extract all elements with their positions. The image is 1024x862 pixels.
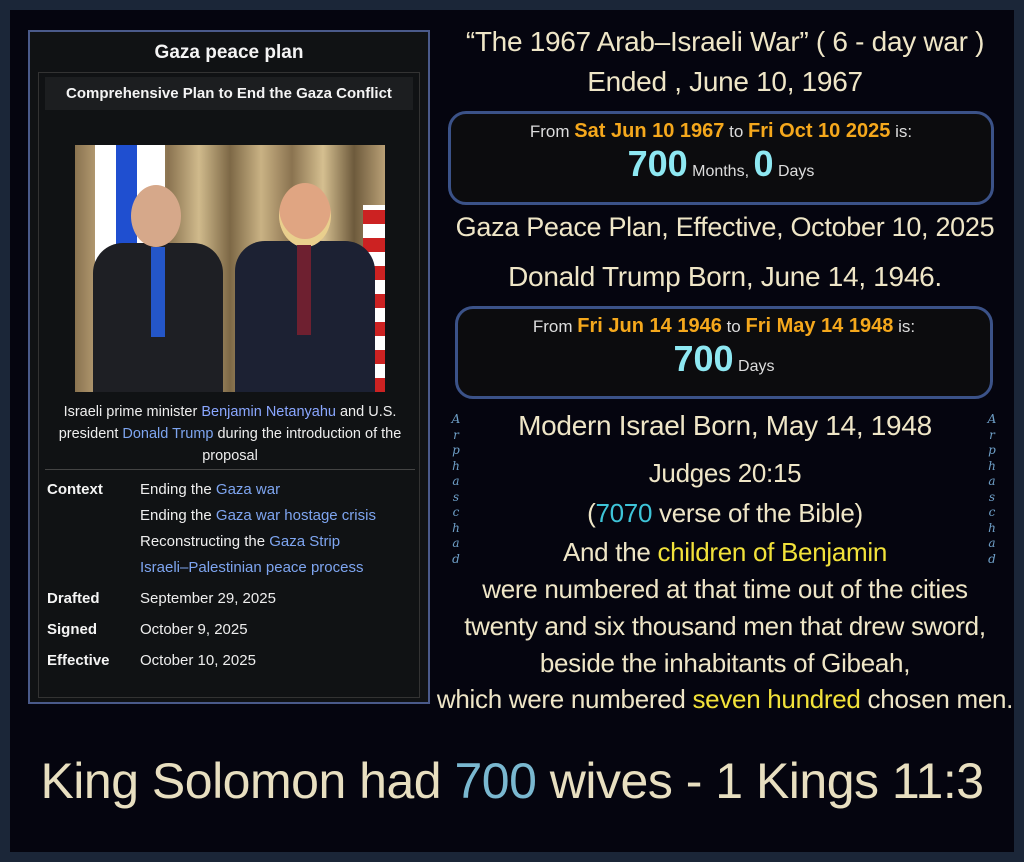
infobox-body: Comprehensive Plan to End the Gaza Confl…	[38, 72, 420, 698]
text: chosen men.	[860, 684, 1014, 714]
start-date: Fri Jun 14 1946	[577, 315, 722, 337]
text: King Solomon had	[40, 753, 455, 809]
person-trump	[235, 183, 375, 392]
verse-reference: Judges 20:15	[648, 458, 802, 488]
context-text: Reconstructing the	[140, 533, 270, 550]
date-calc-box-1: From Sat Jun 10 1967 to Fri Oct 10 2025 …	[448, 111, 994, 205]
israel-born: Modern Israel Born, May 14, 1948	[518, 410, 932, 441]
row-label: Signed	[47, 621, 98, 638]
verse-number-line: (7070 verse of the Bible)	[440, 498, 1010, 529]
row-signed: Signed October 9, 2025	[47, 617, 417, 643]
months-unit: Months,	[692, 163, 750, 180]
trump-born: Donald Trump Born, June 14, 1946.	[508, 261, 942, 292]
row-drafted: Drafted September 29, 2025	[47, 586, 417, 612]
context-text: Ending the	[140, 507, 216, 524]
from-label: From	[532, 317, 573, 336]
highlight-number: 700	[454, 753, 537, 809]
netanyahu-trump-photo	[75, 145, 385, 392]
start-date: Sat Jun 10 1967	[574, 120, 725, 142]
link-donald-trump[interactable]: Donald Trump	[122, 426, 214, 442]
is-label: is:	[895, 122, 913, 141]
war-title: “The 1967 Arab–Israeli War” ( 6 - day wa…	[465, 26, 985, 57]
caption-text: during the introduction of the proposal	[202, 426, 402, 464]
text: wives - 1 Kings 11:3	[536, 753, 984, 809]
solomon-footer: King Solomon had 700 wives - 1 Kings 11:…	[0, 752, 1024, 810]
photo-caption: Israeli prime minister Benjamin Netanyah…	[49, 401, 411, 467]
date-calc-box-2: From Fri Jun 14 1946 to Fri May 14 1948 …	[455, 306, 993, 399]
verse-line-3: twenty and six thousand men that drew sw…	[464, 611, 986, 641]
highlight: seven hundred	[692, 684, 861, 714]
text: which were numbered	[436, 684, 693, 714]
peace-plan-effective: Gaza Peace Plan, Effective, October 10, …	[455, 212, 995, 242]
verse-number: 7070	[595, 498, 653, 528]
row-context: Context Ending the Gaza war Ending the G…	[47, 477, 417, 581]
verse-line-5: which were numbered seven hundred chosen…	[436, 684, 1014, 715]
text: verse of the Bible)	[652, 498, 863, 528]
days-unit: Days	[777, 163, 815, 180]
caption-text: Israeli prime minister	[63, 404, 202, 420]
person-netanyahu	[93, 185, 223, 392]
row-label: Effective	[47, 652, 110, 669]
days-value: 700	[673, 338, 734, 379]
row-effective: Effective October 10, 2025	[47, 648, 417, 674]
war-ended: Ended , June 10, 1967	[587, 66, 863, 97]
link-benjamin-netanyahu[interactable]: Benjamin Netanyahu	[201, 404, 336, 420]
divider	[45, 469, 415, 470]
end-date: Fri Oct 10 2025	[748, 120, 891, 142]
link-gaza-war[interactable]: Gaza war	[215, 481, 281, 498]
row-label: Drafted	[47, 590, 100, 607]
days-unit: Days	[738, 358, 775, 375]
verse-line-4: beside the inhabitants of Gibeah,	[539, 648, 911, 678]
context-text: Ending the	[140, 481, 216, 498]
infobox-title: Gaza peace plan	[154, 42, 304, 63]
row-value: October 10, 2025	[140, 652, 256, 669]
highlight: children of Benjamin	[657, 537, 888, 567]
to-label: to	[726, 317, 741, 336]
text: (	[587, 498, 596, 528]
row-label: Context	[47, 481, 103, 498]
to-label: to	[729, 122, 744, 141]
link-gaza-war-hostage-crisis[interactable]: Gaza war hostage crisis	[215, 507, 376, 524]
link-peace-process[interactable]: Israeli–Palestinian peace process	[140, 559, 364, 576]
caption-text: and U.S. president	[58, 404, 397, 442]
text: And the	[562, 537, 658, 567]
days-value: 0	[753, 143, 774, 184]
verse-line-1: And the children of Benjamin	[440, 537, 1010, 568]
link-gaza-strip[interactable]: Gaza Strip	[269, 533, 341, 550]
months-value: 700	[627, 143, 688, 184]
from-label: From	[529, 122, 570, 141]
is-label: is:	[898, 317, 916, 336]
wikipedia-infobox: Gaza peace plan Comprehensive Plan to En…	[28, 30, 430, 704]
row-value: September 29, 2025	[140, 590, 276, 607]
row-value: October 9, 2025	[140, 621, 248, 638]
end-date: Fri May 14 1948	[745, 315, 894, 337]
infobox-rows: Context Ending the Gaza war Ending the G…	[47, 477, 417, 679]
verse-line-2: were numbered at that time out of the ci…	[482, 574, 968, 604]
infobox-subtitle: Comprehensive Plan to End the Gaza Confl…	[45, 77, 413, 110]
